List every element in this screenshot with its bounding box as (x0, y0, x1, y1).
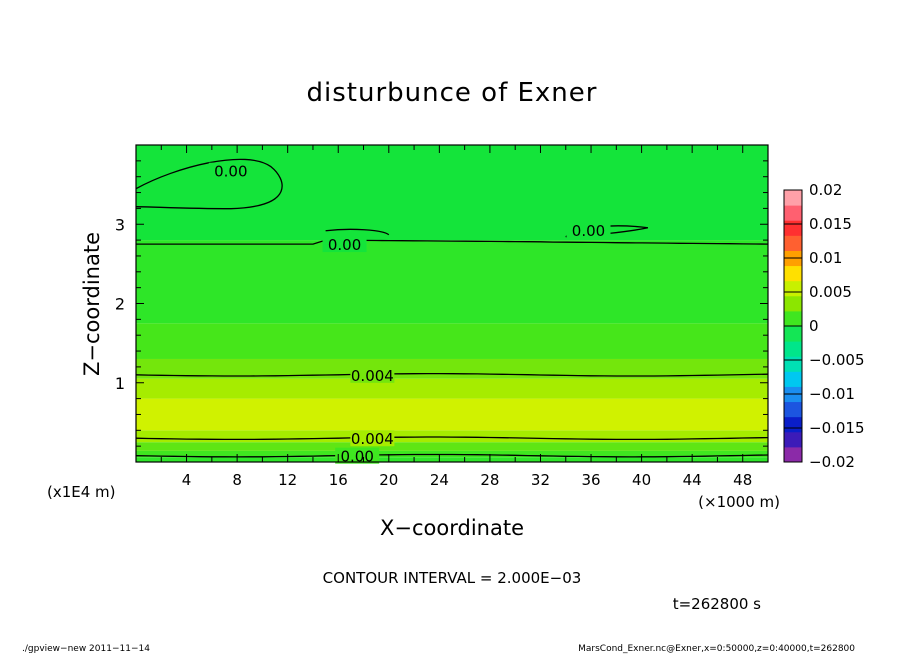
colorbar-tick-label: 0.005 (809, 283, 852, 301)
contour-line (135, 372, 769, 377)
colorbar-segment (784, 401, 802, 418)
colorbar-segment (784, 280, 802, 297)
contour-label-bg (350, 430, 395, 447)
colorbar-tick-label: 0 (809, 317, 819, 335)
footer-left: ./gpview−new 2011−11−14 (22, 644, 150, 654)
y-axis: 1 2 3 (115, 160, 768, 447)
colorbar-tick-label: 0.01 (809, 249, 842, 267)
contour-label: 0.00 (328, 236, 361, 254)
colorbar-tick-label: −0.015 (809, 419, 865, 437)
y-tick-label: 1 (115, 374, 125, 393)
x-tick-label: 28 (480, 471, 499, 489)
colorbar-tick-label: −0.005 (809, 351, 865, 369)
contour-label-bg (350, 366, 395, 383)
contour-label-bg (322, 236, 367, 253)
time-text: t=262800 s (673, 595, 761, 613)
plot-band (136, 240, 768, 324)
x-tick-label: 48 (733, 471, 752, 489)
x-tick-label: 32 (531, 471, 550, 489)
plot-band (136, 323, 768, 359)
x-tick-label: 12 (278, 471, 297, 489)
contour-label: 0.004 (351, 367, 394, 385)
contour-line (136, 239, 769, 245)
plot-band (136, 358, 768, 379)
x-axis-label: X−coordinate (380, 516, 524, 540)
x-tick-label: 20 (379, 471, 398, 489)
colorbar-segment (784, 310, 802, 327)
colorbar-segment (784, 326, 802, 342)
plot-band (136, 457, 768, 462)
x-axis: 4 8 12 16 20 24 28 32 36 40 44 48 (160, 145, 769, 489)
contour-label-bg (335, 447, 380, 464)
plot-band (136, 145, 768, 241)
colorbar-segment (784, 235, 802, 251)
colorbar-tick-label: −0.01 (809, 385, 855, 403)
chart-title: disturbunce of Exner (307, 78, 598, 108)
colorbar: 0.02 0.015 0.01 0.005 0 −0.005 −0.01 −0.015 −0.0… (783, 181, 865, 471)
contour-label: 0.004 (351, 430, 394, 448)
x-tick-label: 36 (581, 471, 600, 489)
colorbar-segment (784, 371, 802, 387)
x-tick-label: 4 (182, 471, 192, 489)
y-axis-unit: (x1E4 m) (47, 483, 116, 501)
colorbar-segment (784, 190, 802, 206)
contour-label: 0.00 (214, 163, 247, 181)
y-tick-label: 3 (115, 215, 125, 234)
colorbar-tick-label: 0.015 (809, 215, 852, 233)
plot-band (136, 430, 768, 443)
contour-interval-text: CONTOUR INTERVAL = 2.000E−03 (323, 569, 582, 587)
x-tick-label: 16 (329, 471, 348, 489)
colorbar-segment (784, 446, 802, 463)
colorbar-segment (784, 265, 802, 282)
x-tick-label: 40 (632, 471, 651, 489)
colorbar-segment (784, 431, 802, 448)
colorbar-segment (784, 356, 802, 372)
plot-band (136, 398, 768, 431)
colorbar-tick-label: −0.02 (809, 453, 855, 471)
contour-label: 0.00 (572, 222, 605, 240)
colorbar-segment (784, 416, 802, 433)
contour-label-bg (566, 221, 611, 238)
colorbar-segment (784, 295, 802, 312)
colorbar-tick-label: 0.02 (809, 181, 842, 199)
plot-band (136, 442, 768, 451)
y-axis-label: Z−coordinate (80, 232, 104, 376)
y-tick-label: 2 (115, 295, 125, 314)
contour-label: 0.00 (340, 448, 373, 466)
x-tick-label: 44 (683, 471, 702, 489)
colorbar-segment (784, 205, 802, 221)
plot-band (136, 378, 768, 399)
colorbar-segment (784, 341, 802, 357)
contour-label-bg (208, 162, 253, 179)
colorbar-segment (784, 220, 802, 236)
contour-line (135, 436, 769, 441)
contour-line (135, 158, 283, 210)
x-tick-label: 8 (232, 471, 242, 489)
plot-bands (136, 145, 768, 462)
x-axis-unit: (×1000 m) (698, 493, 780, 511)
contour-line (135, 453, 769, 458)
footer-right: MarsCond_Exner.nc@Exner,x=0:50000,z=0:40… (578, 644, 855, 654)
x-tick-label: 24 (430, 471, 449, 489)
